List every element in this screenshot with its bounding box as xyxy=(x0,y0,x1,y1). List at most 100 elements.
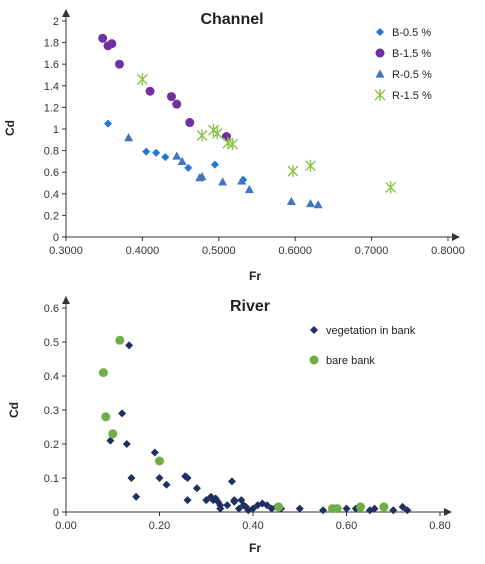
legend-label: B-1.5 % xyxy=(392,48,431,60)
x-axis-label: Fr xyxy=(249,541,261,555)
data-point xyxy=(122,440,131,448)
data-point xyxy=(132,492,141,501)
data-point xyxy=(274,502,284,512)
data-point xyxy=(98,33,108,43)
data-point xyxy=(155,456,164,466)
x-tick-label: 0.3000 xyxy=(49,245,83,257)
data-point xyxy=(319,506,328,515)
data-point xyxy=(107,39,117,49)
y-axis-arrow xyxy=(62,296,70,304)
y-tick-label: 0 xyxy=(53,232,59,244)
y-axis-label: Cd xyxy=(7,402,21,418)
data-point xyxy=(305,199,315,208)
legend: B-0.5 % B-1.5 % R-0.5 % R-1.5 % xyxy=(374,27,432,102)
data-point xyxy=(263,501,272,510)
x-axis-arrow xyxy=(444,508,452,516)
data-point xyxy=(150,448,159,457)
data-point xyxy=(234,504,243,513)
axes: 0.3000 0.4000 0.5000 0.6000 0.7000 0.8000 0 0.2… xyxy=(44,9,465,257)
data-point xyxy=(161,153,170,162)
legend-label: R-1.5 % xyxy=(392,90,432,102)
data-point xyxy=(185,118,195,128)
y-tick-label: 1.4 xyxy=(44,81,59,93)
y-tick-label: 0.4 xyxy=(44,371,59,383)
x-tick-label: 0.5000 xyxy=(202,245,236,257)
y-tick-label: 1.6 xyxy=(44,59,59,71)
data-point xyxy=(172,99,182,109)
data-point xyxy=(108,429,118,439)
legend-marker xyxy=(309,355,319,365)
x-tick-label: 0.80 xyxy=(429,520,450,532)
legend-marker xyxy=(376,28,384,36)
data-point xyxy=(98,368,108,378)
data-point xyxy=(237,176,247,185)
data-point xyxy=(244,184,254,194)
data-point xyxy=(183,474,192,482)
data-point xyxy=(124,133,134,142)
data-point xyxy=(211,127,223,140)
x-tick-label: 0.4000 xyxy=(126,245,160,257)
data-point xyxy=(104,119,113,128)
channel-chart: Channel Fr Cd 0.3000 0.4000 0.5000 0.6000 0.… xyxy=(3,9,465,283)
legend-label: B-0.5 % xyxy=(392,27,431,39)
data-point xyxy=(304,159,316,172)
data-point xyxy=(145,86,155,96)
data-point xyxy=(398,502,407,511)
legend-label: bare bank xyxy=(326,355,375,367)
data-point xyxy=(385,181,397,194)
data-point xyxy=(118,409,127,418)
data-point xyxy=(230,497,239,506)
data-point xyxy=(152,148,161,157)
data-point xyxy=(136,73,148,86)
data-point xyxy=(202,496,211,505)
data-marks xyxy=(98,335,412,515)
data-point xyxy=(223,501,232,510)
data-point xyxy=(162,480,171,489)
data-point xyxy=(356,502,366,512)
data-point xyxy=(286,196,296,205)
data-point xyxy=(370,504,379,513)
y-tick-label: 0.8 xyxy=(44,146,59,158)
data-point xyxy=(177,156,187,165)
y-tick-label: 0 xyxy=(53,507,59,519)
y-tick-label: 0.5 xyxy=(44,337,59,349)
data-point xyxy=(389,506,398,515)
data-point xyxy=(172,151,182,160)
data-point xyxy=(332,504,342,514)
x-tick-label: 0.00 xyxy=(55,520,76,532)
data-marks xyxy=(98,33,397,209)
y-tick-label: 0.3 xyxy=(44,405,59,417)
river-chart: River Fr Cd 0.00 0.20 0.40 0.60 0.8000.10.20… xyxy=(7,296,452,555)
data-point xyxy=(227,138,239,151)
y-tick-label: 0.4 xyxy=(44,189,59,201)
legend-marker xyxy=(375,48,385,58)
x-tick-label: 0.40 xyxy=(242,520,263,532)
legend-label: vegetation in bank xyxy=(326,325,416,337)
data-point xyxy=(196,129,208,142)
legend-marker xyxy=(375,69,385,78)
data-point xyxy=(249,504,257,513)
data-point xyxy=(115,335,125,345)
chart-title: Channel xyxy=(200,11,263,28)
x-tick-label: 0.20 xyxy=(149,520,170,532)
data-point xyxy=(295,504,304,513)
x-tick-label: 0.7000 xyxy=(355,245,389,257)
chart-title: River xyxy=(230,298,270,315)
data-point xyxy=(287,165,299,178)
data-point xyxy=(403,506,412,515)
data-point xyxy=(192,484,201,493)
data-point xyxy=(183,496,192,505)
data-point xyxy=(379,502,389,512)
data-point xyxy=(227,477,236,486)
data-point xyxy=(142,147,151,156)
x-tick-label: 0.60 xyxy=(336,520,357,532)
x-axis-arrow xyxy=(452,233,460,241)
y-tick-label: 1 xyxy=(53,124,59,136)
x-axis-label: Fr xyxy=(249,269,261,283)
data-point xyxy=(125,341,134,350)
data-point xyxy=(106,436,115,445)
data-point xyxy=(216,504,225,513)
legend-label: R-0.5 % xyxy=(392,69,432,81)
data-point xyxy=(313,200,323,209)
